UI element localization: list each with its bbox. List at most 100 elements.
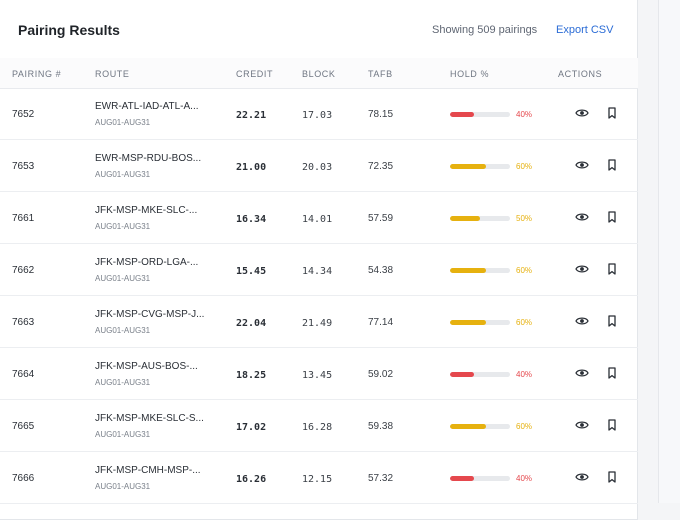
export-csv-button[interactable]: Export CSV bbox=[556, 24, 614, 36]
result-count: Showing 509 pairings bbox=[432, 24, 538, 36]
route-dates: AUG01-AUG31 bbox=[95, 274, 151, 283]
route-text: JFK-MSP-MKE-SLC-... bbox=[95, 205, 198, 216]
column-hold[interactable]: HOLD % bbox=[450, 69, 490, 79]
pairing-id: 7662 bbox=[12, 265, 35, 276]
route-text: JFK-MSP-CVG-MSP-J... bbox=[95, 309, 205, 320]
hold-bar bbox=[450, 424, 510, 429]
eye-icon[interactable] bbox=[575, 106, 589, 120]
block-value: 12.15 bbox=[302, 474, 333, 485]
hold-percent: 60% bbox=[516, 318, 533, 327]
route-text: JFK-MSP-AUS-BOS-... bbox=[95, 361, 198, 372]
route-dates: AUG01-AUG31 bbox=[95, 118, 151, 127]
route-dates: AUG01-AUG31 bbox=[95, 430, 151, 439]
bookmark-icon[interactable] bbox=[605, 366, 619, 380]
hold-bar-fill bbox=[450, 268, 486, 273]
pairing-results-card: Pairing Results Showing 509 pairings Exp… bbox=[0, 0, 638, 520]
credit-value: 16.34 bbox=[236, 214, 267, 225]
hold-bar bbox=[450, 268, 510, 273]
tafb-value: 59.02 bbox=[368, 369, 394, 380]
table-row[interactable]: 7653 EWR-MSP-RDU-BOS... AUG01-AUG31 21.0… bbox=[0, 140, 638, 192]
block-value: 14.01 bbox=[302, 214, 333, 225]
column-route[interactable]: ROUTE bbox=[95, 69, 130, 79]
hold-percent: 50% bbox=[516, 214, 533, 223]
hold-bar bbox=[450, 164, 510, 169]
pairing-id: 7663 bbox=[12, 317, 35, 328]
route-text: JFK-MSP-CMH-MSP-... bbox=[95, 465, 201, 476]
route-dates: AUG01-AUG31 bbox=[95, 378, 151, 387]
pairing-id: 7652 bbox=[12, 109, 35, 120]
route-dates: AUG01-AUG31 bbox=[95, 326, 151, 335]
hold-bar bbox=[450, 216, 510, 221]
route-dates: AUG01-AUG31 bbox=[95, 482, 151, 491]
credit-value: 21.00 bbox=[236, 162, 267, 173]
hold-bar bbox=[450, 112, 510, 117]
hold-bar bbox=[450, 476, 510, 481]
hold-percent: 40% bbox=[516, 474, 533, 483]
bookmark-icon[interactable] bbox=[605, 262, 619, 276]
page-title: Pairing Results bbox=[18, 22, 120, 38]
table-row[interactable]: 7663 JFK-MSP-CVG-MSP-J... AUG01-AUG31 22… bbox=[0, 296, 638, 348]
bookmark-icon[interactable] bbox=[605, 314, 619, 328]
bookmark-icon[interactable] bbox=[605, 106, 619, 120]
credit-value: 22.04 bbox=[236, 318, 267, 329]
route-text: JFK-MSP-MKE-SLC-S... bbox=[95, 413, 204, 424]
table-row[interactable]: 7662 JFK-MSP-ORD-LGA-... AUG01-AUG31 15.… bbox=[0, 244, 638, 296]
table-row[interactable]: 7664 JFK-MSP-AUS-BOS-... AUG01-AUG31 18.… bbox=[0, 348, 638, 400]
pairing-id: 7666 bbox=[12, 473, 35, 484]
tafb-value: 78.15 bbox=[368, 109, 394, 120]
block-value: 14.34 bbox=[302, 266, 333, 277]
eye-icon[interactable] bbox=[575, 366, 589, 380]
pairing-id: 7665 bbox=[12, 421, 35, 432]
route-text: JFK-MSP-ORD-LGA-... bbox=[95, 257, 199, 268]
route-dates: AUG01-AUG31 bbox=[95, 222, 151, 231]
column-credit[interactable]: CREDIT bbox=[236, 69, 274, 79]
bookmark-icon[interactable] bbox=[605, 470, 619, 484]
eye-icon[interactable] bbox=[575, 210, 589, 224]
bookmark-icon[interactable] bbox=[605, 210, 619, 224]
table-header: PAIRING # ROUTE CREDIT BLOCK TAFB HOLD %… bbox=[0, 58, 638, 89]
column-block[interactable]: BLOCK bbox=[302, 69, 336, 79]
hold-percent: 60% bbox=[516, 162, 533, 171]
hold-bar bbox=[450, 320, 510, 325]
pairing-id: 7653 bbox=[12, 161, 35, 172]
block-value: 16.28 bbox=[302, 422, 333, 433]
hold-bar-fill bbox=[450, 164, 486, 169]
page-gutter bbox=[658, 0, 680, 503]
eye-icon[interactable] bbox=[575, 418, 589, 432]
credit-value: 18.25 bbox=[236, 370, 267, 381]
table-row[interactable]: 7666 JFK-MSP-CMH-MSP-... AUG01-AUG31 16.… bbox=[0, 452, 638, 504]
hold-bar-fill bbox=[450, 476, 474, 481]
hold-bar-fill bbox=[450, 424, 486, 429]
hold-bar-fill bbox=[450, 216, 480, 221]
block-value: 13.45 bbox=[302, 370, 333, 381]
pairing-id: 7664 bbox=[12, 369, 35, 380]
eye-icon[interactable] bbox=[575, 314, 589, 328]
table-row[interactable]: 7665 JFK-MSP-MKE-SLC-S... AUG01-AUG31 17… bbox=[0, 400, 638, 452]
tafb-value: 57.32 bbox=[368, 473, 394, 484]
hold-bar-fill bbox=[450, 112, 474, 117]
tafb-value: 54.38 bbox=[368, 265, 394, 276]
hold-percent: 40% bbox=[516, 370, 533, 379]
tafb-value: 77.14 bbox=[368, 317, 394, 328]
block-value: 17.03 bbox=[302, 110, 333, 121]
bookmark-icon[interactable] bbox=[605, 158, 619, 172]
eye-icon[interactable] bbox=[575, 470, 589, 484]
credit-value: 17.02 bbox=[236, 422, 267, 433]
card-header: Pairing Results Showing 509 pairings Exp… bbox=[0, 0, 638, 59]
route-text: EWR-MSP-RDU-BOS... bbox=[95, 153, 202, 164]
column-actions: ACTIONS bbox=[558, 69, 603, 79]
hold-percent: 40% bbox=[516, 110, 533, 119]
route-text: EWR-ATL-IAD-ATL-A... bbox=[95, 101, 199, 112]
tafb-value: 72.35 bbox=[368, 161, 394, 172]
table-row[interactable]: 7652 EWR-ATL-IAD-ATL-A... AUG01-AUG31 22… bbox=[0, 88, 638, 140]
hold-bar-fill bbox=[450, 372, 474, 377]
tafb-value: 59.38 bbox=[368, 421, 394, 432]
column-pairing[interactable]: PAIRING # bbox=[12, 69, 62, 79]
eye-icon[interactable] bbox=[575, 262, 589, 276]
eye-icon[interactable] bbox=[575, 158, 589, 172]
table-row[interactable]: 7661 JFK-MSP-MKE-SLC-... AUG01-AUG31 16.… bbox=[0, 192, 638, 244]
bookmark-icon[interactable] bbox=[605, 418, 619, 432]
hold-bar bbox=[450, 372, 510, 377]
column-tafb[interactable]: TAFB bbox=[368, 69, 393, 79]
route-dates: AUG01-AUG31 bbox=[95, 170, 151, 179]
